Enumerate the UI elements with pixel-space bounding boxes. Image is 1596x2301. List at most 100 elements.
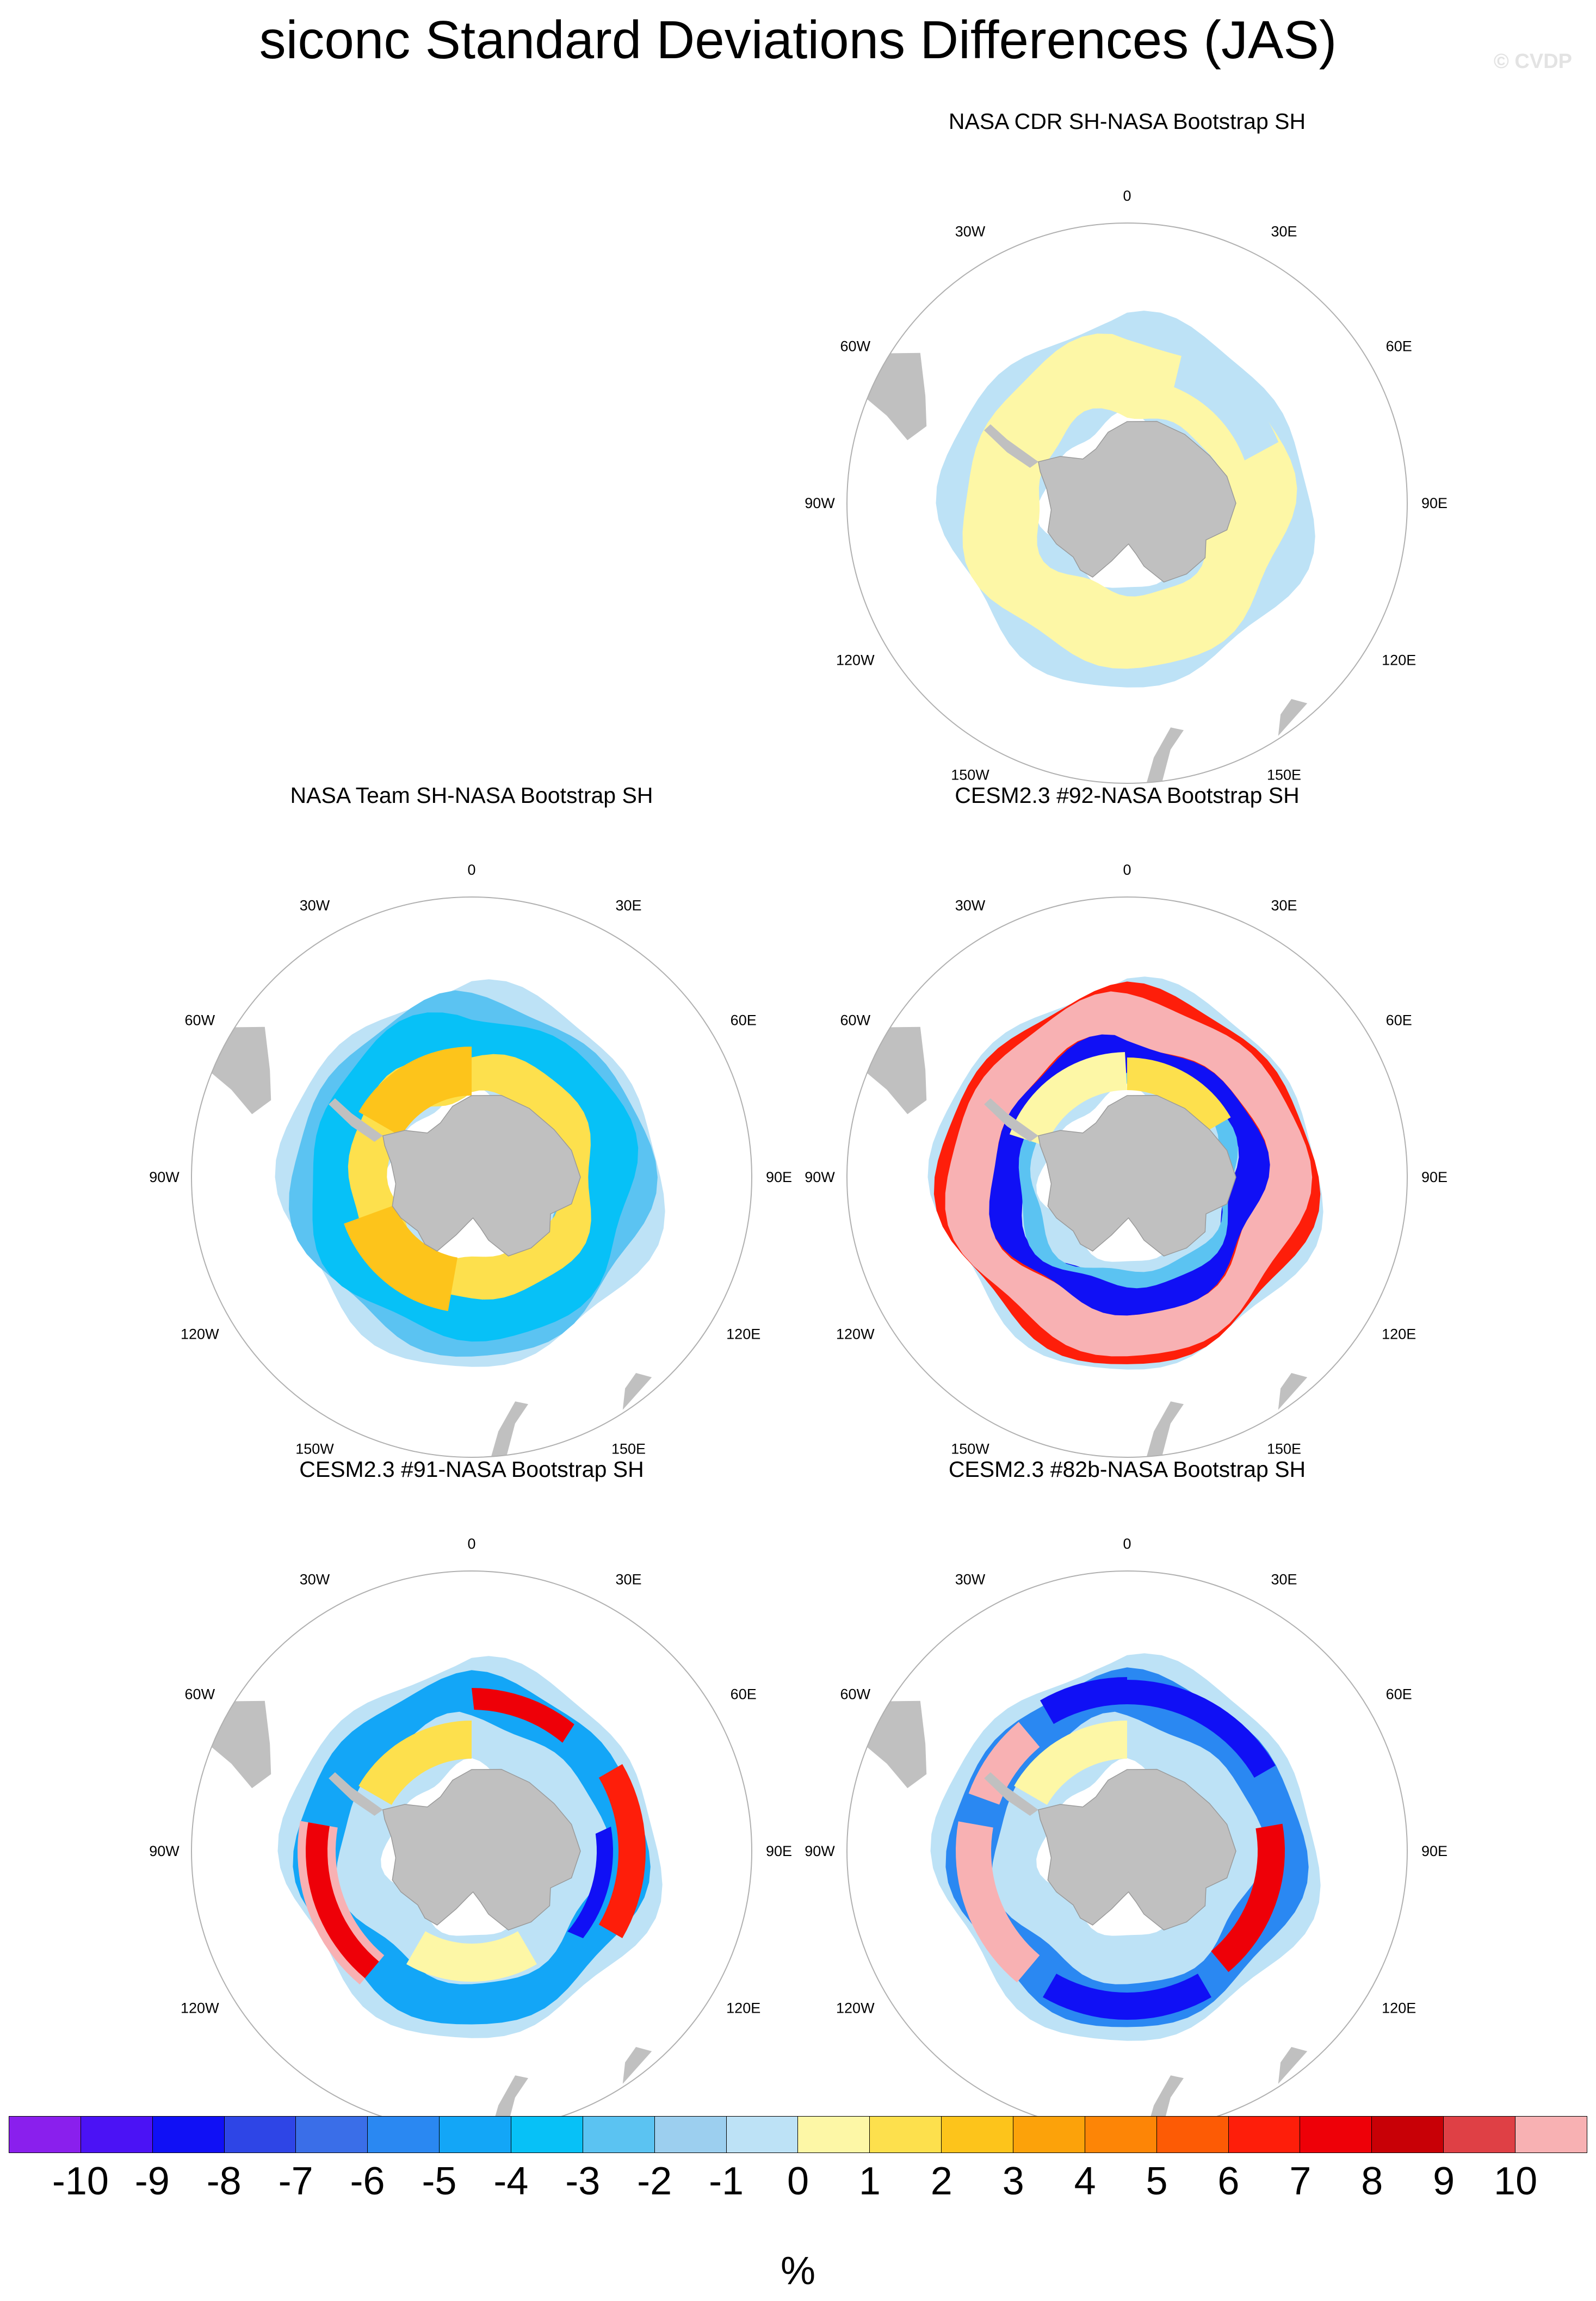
map-field	[864, 976, 1323, 1457]
positive-diff-patch	[358, 1721, 472, 1805]
peninsula-land	[984, 1098, 1038, 1142]
antarctica-land	[382, 1094, 581, 1257]
longitude-label: 150E	[1267, 767, 1301, 783]
colorbar-box	[942, 2117, 1014, 2152]
south-america-land	[864, 1026, 927, 1115]
longitude-label: 60E	[731, 1686, 757, 1703]
longitude-label: 90W	[149, 1843, 180, 1859]
colorbar-box	[1444, 2117, 1516, 2152]
colorbar-box	[583, 2117, 655, 2152]
south-america-land	[209, 1026, 271, 1115]
longitude-label: 60W	[840, 338, 871, 355]
longitude-label: 0	[467, 862, 475, 878]
colorbar-label: 0	[787, 2160, 809, 2203]
colorbar-label: -8	[206, 2160, 242, 2203]
colorbar-label: -1	[709, 2160, 744, 2203]
longitude-label: 120E	[1382, 2000, 1416, 2017]
colorbar-box	[1156, 2117, 1229, 2152]
longitude-label: 30W	[300, 897, 330, 913]
colorbar-label: 1	[858, 2160, 881, 2203]
longitude-label: 60W	[185, 1012, 215, 1029]
tasmania-land	[1278, 2047, 1308, 2084]
colorbar-label: -9	[134, 2160, 170, 2203]
longitude-label: 90W	[805, 1843, 835, 1859]
colorbar-label: -2	[637, 2160, 672, 2203]
colorbar-box	[654, 2117, 727, 2152]
longitude-label: 150W	[951, 1441, 989, 1457]
colorbar-label: -10	[52, 2160, 109, 2203]
polar-map: 030E60E90E120E150E180150W120W90W60W30W	[149, 1536, 792, 2132]
longitude-label: 90E	[1421, 1843, 1447, 1859]
colorbar-label: 10	[1494, 2160, 1538, 2203]
longitude-label: 120W	[181, 1326, 219, 1343]
peninsula-land	[329, 1098, 383, 1142]
longitude-label: 150W	[951, 767, 989, 783]
colorbar-box	[511, 2117, 583, 2152]
map-field	[209, 1656, 663, 2131]
longitude-label: 30W	[955, 1571, 986, 1587]
longitude-label: 60W	[185, 1686, 215, 1703]
colorbar-box	[9, 2117, 81, 2152]
longitude-label: 150E	[611, 1441, 646, 1457]
colorbar-label: 7	[1289, 2160, 1312, 2203]
colorbar	[9, 2116, 1587, 2153]
longitude-label: 0	[467, 1536, 475, 1552]
new-zealand-land	[1146, 1401, 1184, 1457]
colorbar-box	[1372, 2117, 1444, 2152]
polar-map: 030E60E90E120E150E180150W120W90W60W30W	[149, 862, 792, 1458]
colorbar-label: -3	[565, 2160, 601, 2203]
panel-m92: 030E60E90E120E150E180150W120W90W60W30W C…	[787, 782, 1467, 1473]
positive-diff-patch	[344, 1205, 457, 1312]
positive-diff-patch	[1009, 1052, 1127, 1146]
peninsula-land	[984, 424, 1038, 468]
longitude-label: 60E	[1386, 1012, 1412, 1029]
longitude-label: 30W	[300, 1571, 330, 1587]
strong-negative-patch	[1043, 1974, 1211, 2020]
peninsula-land	[984, 1772, 1038, 1816]
new-zealand-land	[491, 1401, 529, 1457]
panel-team: 030E60E90E120E150E180150W120W90W60W30W N…	[132, 782, 812, 1473]
negative-diff-patch	[1174, 350, 1279, 461]
longitude-label: 120W	[836, 652, 875, 669]
longitude-label: 90W	[805, 1169, 835, 1185]
longitude-label: 0	[1123, 188, 1131, 204]
south-america-land	[864, 352, 927, 441]
longitude-label: 30E	[1271, 897, 1297, 913]
colorbar-label: 3	[1002, 2160, 1024, 2203]
panel-title: CESM2.3 #92-NASA Bootstrap SH	[955, 783, 1300, 808]
south-america-land	[864, 1700, 927, 1789]
positive-diff-patch	[406, 1931, 537, 1982]
longitude-label: 0	[1123, 1536, 1131, 1552]
colorbar-label: 2	[930, 2160, 952, 2203]
colorbar-label: 9	[1433, 2160, 1455, 2203]
longitude-label: 120W	[836, 2000, 875, 2017]
longitude-label: 120E	[1382, 652, 1416, 669]
colorbar-box	[152, 2117, 225, 2152]
colorbar-label: -4	[493, 2160, 529, 2203]
colorbar-units: %	[780, 2249, 816, 2293]
longitude-label: 90W	[805, 495, 835, 511]
colorbar-box	[1085, 2117, 1157, 2152]
colorbar-box	[440, 2117, 512, 2152]
polar-map: 030E60E90E120E150E180150W120W90W60W30W	[805, 1536, 1447, 2132]
antarctica-land	[1038, 1094, 1236, 1257]
longitude-label: 60E	[1386, 338, 1412, 355]
panel-m91: 030E60E90E120E150E180150W120W90W60W30W C…	[132, 1456, 812, 2147]
colorbar-box	[1013, 2117, 1085, 2152]
tasmania-land	[622, 1373, 652, 1410]
longitude-label: 30E	[615, 897, 641, 913]
map-boundary	[846, 896, 1408, 1458]
longitude-label: 0	[1123, 862, 1131, 878]
longitude-label: 120E	[726, 2000, 760, 2017]
colorbar-box	[870, 2117, 942, 2152]
new-zealand-land	[1146, 727, 1184, 783]
longitude-label: 30E	[1271, 223, 1297, 239]
colorbar-box	[296, 2117, 368, 2152]
watermark: © CVDP	[1493, 50, 1572, 73]
colorbar-box	[798, 2117, 870, 2152]
longitude-label: 120W	[836, 1326, 875, 1343]
longitude-label: 120W	[181, 2000, 219, 2017]
panel-title: NASA CDR SH-NASA Bootstrap SH	[948, 109, 1306, 134]
positive-diff-patch	[598, 1764, 646, 1938]
longitude-label: 30E	[615, 1571, 641, 1587]
